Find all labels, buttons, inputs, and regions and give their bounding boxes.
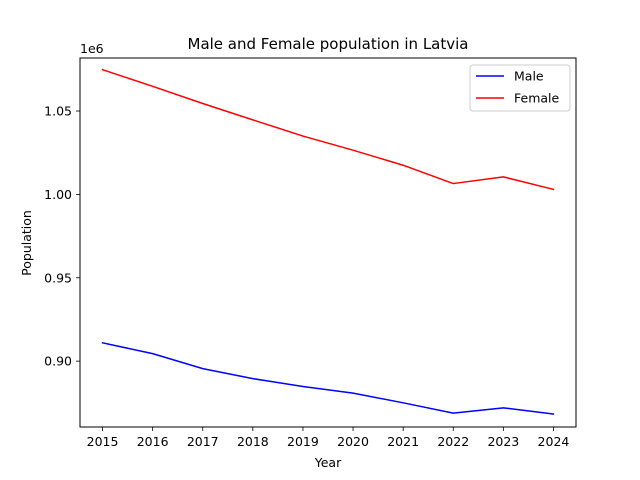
y-tick-label: 0.95 [44,270,72,285]
y-axis-label: Population [19,210,34,276]
x-tick-label: 2020 [337,434,369,449]
x-tick-label: 2024 [538,434,570,449]
x-tick-label: 2022 [437,434,469,449]
series-line-female [101,68,555,191]
chart-legend: Male Female [469,64,571,112]
legend-label-female: Female [514,91,560,106]
plot-area [80,58,576,427]
x-tick-label: 2018 [237,434,269,449]
y-tick-label: 1.00 [44,187,72,202]
series-layer [101,68,555,415]
x-tick-label: 2016 [137,434,169,449]
x-tick-label: 2017 [187,434,219,449]
x-tick-label: 2015 [87,434,119,449]
x-axis-label: Year [314,455,342,470]
x-axis-ticks: 2015 2016 2017 2018 2019 2020 2021 2022 2023 2024 [87,427,570,449]
x-tick-label: 2019 [287,434,319,449]
y-axis-offset-label: 1e6 [80,41,104,56]
series-line-male [101,341,555,415]
x-tick-label: 2021 [387,434,419,449]
x-tick-label: 2023 [487,434,519,449]
y-tick-label: 1.05 [44,104,72,119]
legend-label-male: Male [514,69,544,84]
chart-title: Male and Female population in Latvia [188,35,469,53]
y-tick-label: 0.90 [44,354,72,369]
plot-frame [79,57,577,428]
y-axis-ticks: 0.90 0.95 1.00 1.05 [44,104,80,369]
